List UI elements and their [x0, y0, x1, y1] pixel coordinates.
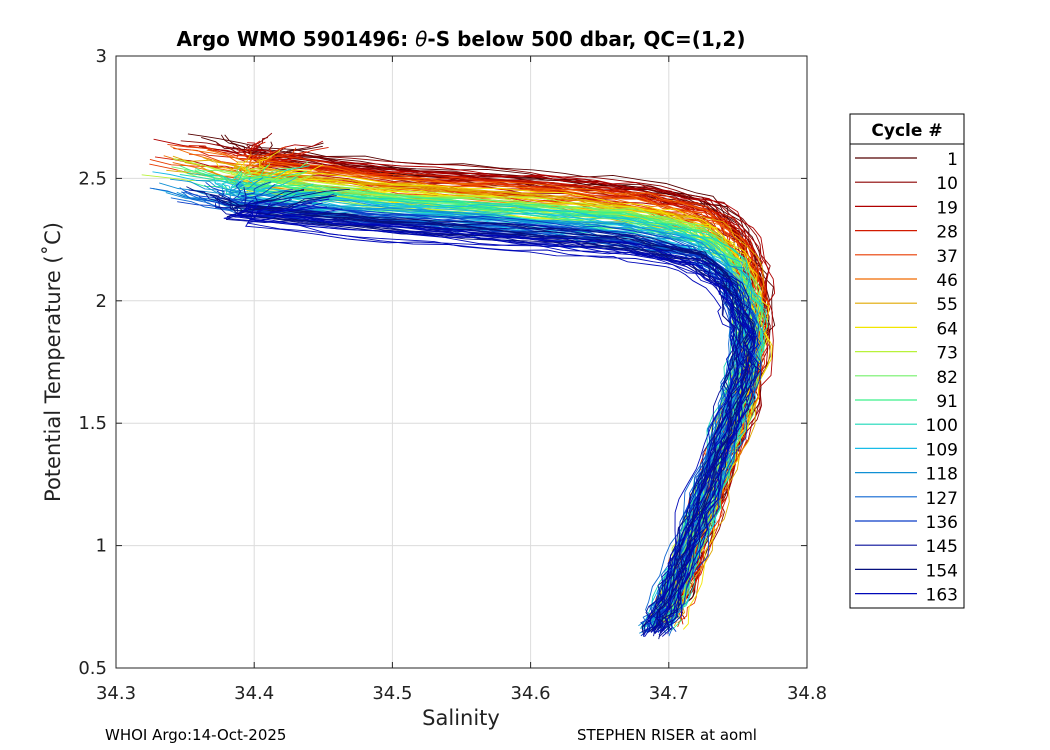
plot-background: [116, 56, 807, 668]
legend-entry-label: 82: [936, 368, 958, 388]
chart-title: Argo WMO 5901496: θ-S below 500 dbar, QC…: [177, 27, 746, 51]
legend-entry-label: 136: [926, 513, 958, 533]
y-tick-label: 1.5: [78, 413, 107, 434]
profile-line: [246, 208, 756, 634]
footer-left: WHOI Argo:14-Oct-2025: [105, 726, 286, 744]
chart-title-suffix: -S below 500 dbar, QC=(1,2): [427, 27, 745, 51]
x-axis-label: Salinity: [422, 706, 500, 730]
grid: [116, 56, 807, 668]
profile-line: [184, 190, 762, 632]
chart-title-theta: θ: [415, 27, 427, 51]
legend-entry-label: 1: [947, 150, 958, 170]
legend-entry-label: 154: [926, 561, 958, 581]
y-tick-label: 2: [96, 291, 107, 312]
legend-entry-label: 109: [926, 440, 958, 460]
profile-line: [226, 195, 738, 634]
y-tick-label: 0.5: [78, 658, 107, 679]
legend-entry-label: 46: [936, 271, 958, 291]
legend-entry-label: 100: [926, 416, 958, 436]
chart-title-prefix: Argo WMO 5901496:: [177, 27, 416, 51]
y-axis-ticks: 0.5 1 1.5 2 2.5 3: [78, 46, 807, 679]
x-axis-ticks: 34.3 34.4 34.5 34.6 34.7 34.8: [96, 56, 827, 704]
profile-line: [244, 188, 755, 631]
legend-entry-label: 64: [936, 319, 958, 339]
legend-entry-label: 73: [936, 344, 958, 364]
data-region: [141, 132, 776, 640]
series-group: [141, 132, 776, 640]
legend-entry-label: 28: [936, 223, 958, 243]
profile-line: [240, 196, 756, 631]
profile-line: [237, 199, 751, 634]
profile-line: [245, 204, 757, 637]
profile-line: [223, 202, 734, 637]
legend-box: [849, 113, 965, 609]
legend-entry-label: 118: [926, 465, 958, 485]
profile-line: [247, 188, 752, 631]
plot-area: 34.3 34.4 34.5 34.6 34.7 34.8 0.5 1 1.5 2 2.5 3: [78, 46, 827, 704]
legend-entry-label: 37: [936, 247, 958, 267]
y-tick-label: 3: [96, 46, 107, 67]
x-tick-label: 34.4: [234, 683, 274, 704]
y-tick-label: 2.5: [78, 168, 107, 189]
legend-entry-label: 10: [936, 174, 958, 194]
legend-entry-label: 91: [936, 392, 958, 412]
profile-line: [229, 200, 743, 633]
legend-entry-label: 127: [926, 489, 958, 509]
y-axis-label: Potential Temperature (˚C): [41, 222, 65, 502]
legend-entry-label: 163: [926, 586, 958, 606]
x-tick-label: 34.7: [649, 683, 689, 704]
legend-title: Cycle #: [871, 121, 942, 141]
profile-line: [254, 158, 772, 627]
x-tick-label: 34.5: [372, 683, 412, 704]
legend: Cycle # 1 10 19 28 37 46 55 64 73 82 91 100 109 118 12…: [849, 113, 965, 609]
x-tick-label: 34.3: [96, 683, 136, 704]
y-tick-label: 1: [96, 536, 107, 557]
footer-right: STEPHEN RISER at aoml: [577, 726, 757, 744]
legend-entry-label: 19: [936, 198, 958, 218]
profile-line: [248, 177, 764, 627]
x-tick-label: 34.8: [787, 683, 827, 704]
axes-box: [115, 55, 808, 669]
x-tick-label: 34.6: [511, 683, 551, 704]
profile-line: [179, 165, 743, 626]
legend-entries: 1 10 19 28 37 46 55 64 73 82 91 100 109 118 127 136 145 1…: [855, 150, 958, 606]
legend-entry-label: 145: [926, 537, 958, 557]
legend-entry-label: 55: [936, 295, 958, 315]
